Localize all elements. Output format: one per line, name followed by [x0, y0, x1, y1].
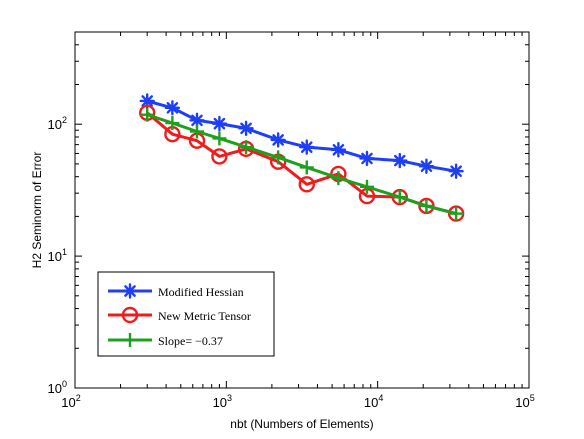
data-point-modified-hessian	[164, 100, 181, 116]
asterisk-stroke	[240, 122, 252, 135]
x-tick-label: 105	[515, 393, 534, 410]
data-point-slope	[449, 206, 464, 221]
series-line-slope	[146, 113, 457, 216]
x-axis-title: nbt (Numbers of Elements)	[230, 417, 373, 431]
asterisk-stroke	[124, 285, 136, 297]
axis-ticks: 102 103 104 105 100 101 102	[48, 31, 535, 410]
data-point-slope	[165, 116, 180, 131]
data-point-slope	[239, 140, 254, 155]
data-point-modified-hessian	[418, 158, 435, 174]
data-point-modified-hessian	[299, 139, 315, 155]
asterisk-stroke	[361, 152, 373, 165]
legend-marker-modified-hessian	[122, 283, 138, 299]
asterisk-stroke	[272, 134, 284, 146]
data-point-new-metric-tensor	[298, 176, 315, 193]
series-group	[139, 93, 465, 222]
asterisk-stroke	[450, 165, 462, 178]
x-tick-label: 104	[364, 393, 383, 410]
data-point-modified-hessian	[270, 132, 286, 148]
legend-marker-slope	[123, 333, 137, 347]
x-tick-label: 103	[213, 393, 232, 410]
data-point-modified-hessian	[238, 120, 254, 137]
data-point-modified-hessian	[359, 150, 375, 167]
asterisk-stroke	[191, 114, 203, 127]
data-point-modified-hessian	[211, 115, 228, 132]
data-point-modified-hessian	[392, 152, 408, 169]
data-point-slope	[299, 160, 314, 175]
data-point-modified-hessian	[330, 142, 347, 158]
data-point-slope	[331, 171, 346, 186]
data-point-slope	[190, 124, 205, 139]
legend-marker-new-metric-tensor	[121, 306, 139, 324]
data-point-slope	[392, 190, 407, 205]
asterisk-stroke	[332, 143, 345, 156]
data-point-modified-hessian	[448, 163, 464, 179]
data-point-slope	[419, 198, 434, 213]
series-modified-hessian	[139, 93, 464, 179]
asterisk-stroke	[420, 160, 433, 173]
legend-label-slope: Slope= −0.37	[158, 334, 223, 348]
y-axis-title: H2 Seminorm of Error	[30, 152, 44, 269]
legend-items	[108, 283, 152, 347]
asterisk-stroke	[300, 141, 313, 153]
data-point-new-metric-tensor	[211, 148, 228, 165]
data-point-slope	[140, 107, 155, 122]
y-tick-label: 101	[48, 247, 67, 264]
y-tick-label: 100	[48, 379, 67, 396]
x-tick-label: 102	[61, 393, 80, 410]
asterisk-stroke	[141, 95, 153, 107]
legend: Modified Hessian New Metric Tensor Slope…	[97, 271, 275, 357]
legend-label-new-metric-tensor: New Metric Tensor	[158, 309, 251, 323]
y-tick-label: 102	[48, 115, 67, 132]
data-point-slope	[359, 179, 374, 194]
series-slope	[140, 107, 464, 221]
asterisk-stroke	[213, 117, 226, 130]
asterisk-stroke	[166, 102, 179, 114]
legend-label-modified-hessian: Modified Hessian	[158, 285, 244, 299]
data-point-slope	[271, 150, 286, 165]
asterisk-stroke	[393, 154, 406, 167]
data-point-slope	[212, 131, 227, 146]
